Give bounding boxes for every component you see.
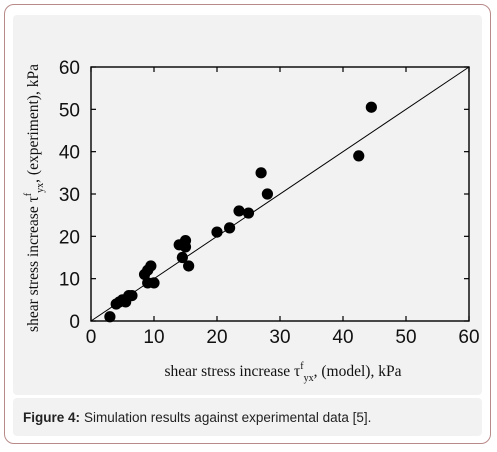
- x-axis-label: shear stress increase τfyx, (model), kPa: [165, 361, 402, 384]
- y-tick-label: 60: [59, 58, 80, 79]
- data-point: [224, 222, 236, 234]
- data-point: [261, 188, 273, 200]
- data-point: [126, 290, 138, 302]
- y-tick-label: 10: [59, 270, 80, 291]
- x-tick-label: 30: [269, 327, 290, 348]
- y-tick-label: 0: [69, 312, 80, 333]
- x-tick-label: 50: [395, 327, 416, 348]
- y-tick-label: 20: [59, 227, 80, 248]
- caption-label: Figure 4:: [23, 409, 81, 425]
- data-point: [233, 205, 245, 217]
- data-point: [365, 101, 377, 113]
- data-point: [104, 311, 116, 323]
- y-tick-label: 40: [59, 143, 80, 164]
- y-axis-label: shear stress increase τfyx, (experiment)…: [23, 64, 46, 332]
- data-point: [176, 251, 188, 264]
- x-tick-label: 40: [332, 327, 353, 348]
- x-tick-label: 10: [143, 327, 164, 348]
- data-point: [148, 277, 160, 289]
- data-point: [179, 241, 192, 253]
- data-point: [353, 150, 365, 162]
- x-tick-label: 60: [458, 327, 479, 348]
- x-tick-label: 20: [206, 327, 227, 348]
- data-point: [183, 260, 195, 272]
- data-point: [211, 226, 223, 238]
- data-point: [145, 260, 157, 272]
- data-point: [242, 207, 255, 219]
- y-tick-label: 30: [59, 185, 80, 206]
- figure-caption: Figure 4: Simulation results against exp…: [13, 398, 482, 436]
- data-point: [255, 167, 267, 179]
- y-tick-label: 50: [59, 100, 80, 121]
- x-tick-label: 0: [86, 327, 97, 348]
- caption-text: Simulation results against experimental …: [84, 409, 372, 425]
